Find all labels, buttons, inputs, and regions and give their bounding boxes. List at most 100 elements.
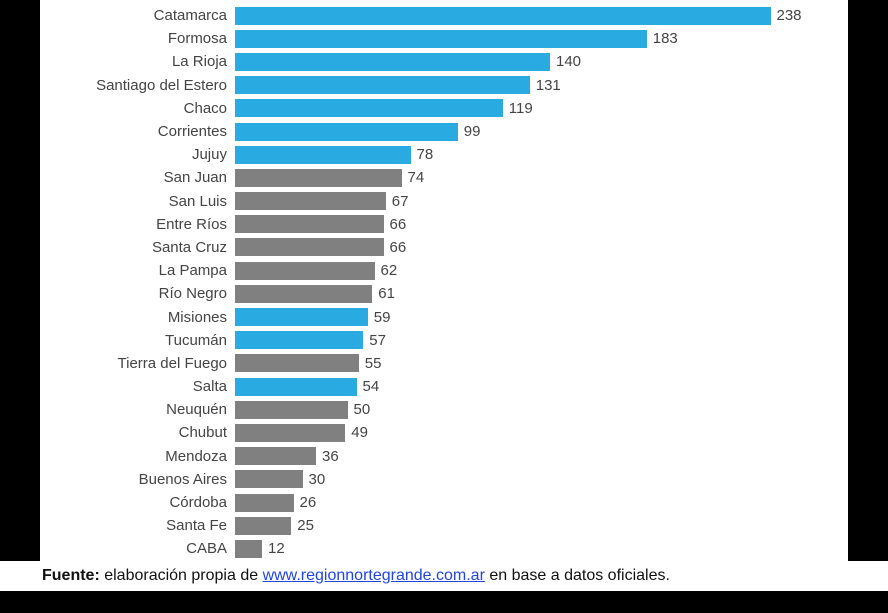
bar-area: 50 xyxy=(235,398,848,421)
bar-label: Santa Fe xyxy=(40,517,235,534)
bar xyxy=(235,123,458,141)
bar-area: 30 xyxy=(235,468,848,491)
bar-value: 67 xyxy=(386,193,409,210)
bar-label: Buenos Aires xyxy=(40,471,235,488)
bar xyxy=(235,192,386,210)
bar xyxy=(235,53,550,71)
bar-value: 55 xyxy=(359,355,382,372)
bar-value: 25 xyxy=(291,517,314,534)
source-link[interactable]: www.regionnortegrande.com.ar xyxy=(263,567,485,584)
bar xyxy=(235,331,363,349)
bar-area: 66 xyxy=(235,236,848,259)
chart-row: Jujuy78 xyxy=(40,143,848,166)
bar-area: 131 xyxy=(235,74,848,97)
chart-row: Río Negro61 xyxy=(40,282,848,305)
bar-value: 140 xyxy=(550,53,581,70)
bar xyxy=(235,215,384,233)
bar xyxy=(235,262,375,280)
chart-row: Chubut49 xyxy=(40,421,848,444)
chart-row: San Juan 74 xyxy=(40,166,848,189)
bar-area: 67 xyxy=(235,190,848,213)
chart-row: Buenos Aires 30 xyxy=(40,468,848,491)
chart-row: Salta54 xyxy=(40,375,848,398)
bar-area: 66 xyxy=(235,213,848,236)
bar-area: 49 xyxy=(235,421,848,444)
bar-value: 183 xyxy=(647,30,678,47)
chart-row: Mendoza 36 xyxy=(40,445,848,468)
bar-label: Santa Cruz xyxy=(40,239,235,256)
chart-row: Santa Cruz66 xyxy=(40,236,848,259)
bar-label: Formosa xyxy=(40,30,235,47)
bar xyxy=(235,401,348,419)
bar xyxy=(235,7,771,25)
bar-value: 62 xyxy=(375,262,398,279)
bar-label: Tierra del Fuego xyxy=(40,355,235,372)
bar xyxy=(235,99,503,117)
bar-area: 36 xyxy=(235,445,848,468)
bar-value: 36 xyxy=(316,448,339,465)
bar-area: 59 xyxy=(235,305,848,328)
chart-row: Entre Ríos 66 xyxy=(40,213,848,236)
bar-label: San Luis xyxy=(40,193,235,210)
bar-area: 12 xyxy=(235,537,848,560)
bar-area: 183 xyxy=(235,27,848,50)
footer-text-before: elaboración propia de xyxy=(100,567,263,584)
bar xyxy=(235,378,357,396)
bar xyxy=(235,494,294,512)
chart-row: La Rioja140 xyxy=(40,50,848,73)
chart-row: Santa Fe 25 xyxy=(40,514,848,537)
chart-row: Formosa 183 xyxy=(40,27,848,50)
bar-area: 78 xyxy=(235,143,848,166)
bar-label: San Juan xyxy=(40,169,235,186)
bar-value: 131 xyxy=(530,77,561,94)
bar-area: 74 xyxy=(235,166,848,189)
bar-value: 78 xyxy=(411,146,434,163)
bar-label: CABA xyxy=(40,540,235,557)
bar xyxy=(235,30,647,48)
bar-value: 61 xyxy=(372,285,395,302)
bar-label: Salta xyxy=(40,378,235,395)
bar-area: 99 xyxy=(235,120,848,143)
bar-label: Mendoza xyxy=(40,448,235,465)
bar xyxy=(235,169,402,187)
bar-value: 12 xyxy=(262,540,285,557)
bar xyxy=(235,517,291,535)
bar-label: Chaco xyxy=(40,100,235,117)
source-footer: Fuente: elaboración propia de www.region… xyxy=(0,561,888,591)
chart-row: San Luis 67 xyxy=(40,190,848,213)
bar-label: Catamarca xyxy=(40,7,235,24)
bar-value: 26 xyxy=(294,494,317,511)
bar-value: 57 xyxy=(363,332,386,349)
bar xyxy=(235,238,384,256)
bar-value: 99 xyxy=(458,123,481,140)
bar xyxy=(235,146,411,164)
bar-area: 238 xyxy=(235,4,848,27)
footer-label: Fuente: xyxy=(42,567,100,584)
bar-area: 25 xyxy=(235,514,848,537)
bar xyxy=(235,308,368,326)
bar-value: 66 xyxy=(384,216,407,233)
chart-row: Misiones 59 xyxy=(40,305,848,328)
bar xyxy=(235,76,530,94)
bar-value: 238 xyxy=(771,7,802,24)
bar-label: Neuquén xyxy=(40,401,235,418)
chart-row: Neuquén50 xyxy=(40,398,848,421)
bar-value: 59 xyxy=(368,309,391,326)
bar-area: 54 xyxy=(235,375,848,398)
bar xyxy=(235,470,303,488)
chart-row: La Pampa62 xyxy=(40,259,848,282)
bar-area: 55 xyxy=(235,352,848,375)
bar-label: Córdoba xyxy=(40,494,235,511)
bar-chart: Catamarca238Formosa183La Rioja140Santiag… xyxy=(40,0,848,561)
bar-label: Entre Ríos xyxy=(40,216,235,233)
bar-label: Misiones xyxy=(40,309,235,326)
bar xyxy=(235,540,262,558)
bar-area: 62 xyxy=(235,259,848,282)
bar-area: 57 xyxy=(235,329,848,352)
bar-area: 119 xyxy=(235,97,848,120)
bar-value: 49 xyxy=(345,424,368,441)
bar-value: 30 xyxy=(303,471,326,488)
bar-value: 119 xyxy=(503,100,533,117)
bar-area: 140 xyxy=(235,50,848,73)
bar-value: 74 xyxy=(402,169,425,186)
